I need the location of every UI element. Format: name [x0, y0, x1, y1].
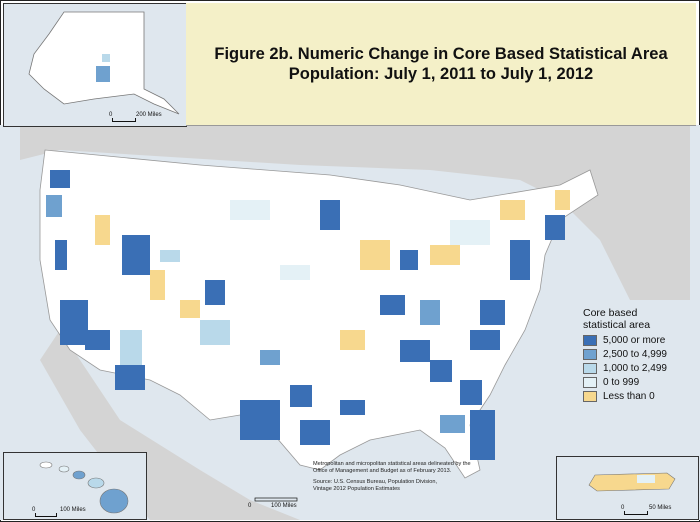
note-line3: Source: U.S. Census Bureau, Population D… — [313, 479, 438, 485]
area-patch — [500, 200, 525, 220]
conus-scalebar — [254, 497, 298, 502]
area-patch — [260, 350, 280, 365]
area-patch — [420, 300, 440, 325]
legend-swatch — [583, 335, 597, 346]
alaska-scalebar — [112, 118, 136, 122]
area-patch — [340, 330, 365, 350]
alaska-map — [28, 11, 180, 115]
hawaii-inset: 0 100 Miles — [3, 452, 147, 520]
note-line2: Office of Management and Budget as of Fe… — [313, 468, 452, 474]
alaska-scale-distance: 200 Miles — [136, 112, 162, 118]
hawaii-scalebar — [35, 513, 57, 517]
area-patch — [430, 360, 452, 382]
hawaii-map — [39, 461, 129, 514]
area-patch — [300, 420, 330, 445]
source-notes: Metropolitan and micropolitan statistica… — [313, 461, 558, 493]
legend-title-line2: statistical area — [583, 319, 651, 331]
legend-swatch — [583, 363, 597, 374]
pr-scale-distance: 50 Miles — [649, 505, 672, 511]
area-patch — [400, 340, 430, 362]
area-patch — [460, 380, 482, 405]
conus-scale-zero: 0 — [248, 503, 252, 509]
legend-title-line1: Core based — [583, 307, 638, 319]
legend-item: Less than 0 — [583, 390, 693, 403]
conus-scale-distance: 100 Miles — [271, 503, 297, 509]
area-patch — [200, 320, 230, 345]
area-patch — [160, 250, 180, 262]
area-patch — [637, 475, 655, 483]
area-patch — [510, 240, 530, 280]
note-line1: Metropolitan and micropolitan statistica… — [313, 461, 471, 467]
area-patch — [102, 54, 110, 62]
county-patches — [46, 170, 570, 460]
area-patch — [122, 235, 150, 275]
island — [58, 465, 70, 473]
area-patch — [430, 245, 460, 265]
area-patch — [360, 240, 390, 270]
area-patch — [230, 200, 270, 220]
legend-item: 1,000 to 2,499 — [583, 362, 693, 375]
legend-label: 2,500 to 4,999 — [603, 349, 667, 360]
area-patch — [150, 270, 165, 300]
area-patch — [115, 365, 145, 390]
island — [87, 477, 105, 489]
map-title-line2: Population: July 1, 2011 to July 1, 2012 — [288, 65, 594, 83]
area-patch — [320, 200, 340, 230]
area-patch — [450, 220, 490, 245]
pr-scale-zero: 0 — [621, 505, 625, 511]
area-patch — [96, 66, 110, 82]
puerto-rico-inset: 0 50 Miles — [556, 456, 699, 520]
canada-land — [20, 125, 690, 300]
area-patch — [470, 410, 495, 460]
hawaii-scale-zero: 0 — [32, 507, 36, 513]
area-patch — [85, 330, 110, 350]
area-patch — [205, 280, 225, 305]
mexico-land — [40, 330, 300, 520]
legend-label: Less than 0 — [603, 391, 655, 402]
pr-scalebar — [624, 511, 648, 515]
area-patch — [180, 300, 200, 318]
legend-items: 5,000 or more 2,500 to 4,999 1,000 to 2,49… — [583, 334, 693, 403]
area-patch — [46, 195, 62, 217]
island — [39, 461, 53, 469]
alaska-inset: 0 200 Miles — [3, 3, 187, 127]
puerto-rico-land — [588, 472, 676, 492]
area-patch — [340, 400, 365, 415]
alaska-scale-zero: 0 — [109, 112, 113, 118]
area-patch — [380, 295, 405, 315]
map-title-line1: Figure 2b. Numeric Change in Core Based … — [214, 45, 668, 63]
alaska-land — [28, 11, 180, 115]
legend-label: 0 to 999 — [603, 377, 640, 388]
area-patch — [545, 215, 565, 240]
area-patch — [470, 330, 500, 350]
note-line4: Vintage 2012 Population Estimates — [313, 486, 400, 492]
legend-swatch — [583, 349, 597, 360]
area-patch — [290, 385, 312, 407]
area-patch — [480, 300, 505, 325]
hawaii-scale-distance: 100 Miles — [60, 507, 86, 513]
area-patch — [440, 415, 465, 433]
title-box: Figure 2b. Numeric Change in Core Based … — [186, 3, 696, 126]
legend-item: 5,000 or more — [583, 334, 693, 347]
legend-swatch — [583, 391, 597, 402]
island — [99, 488, 129, 514]
area-patch — [95, 215, 110, 245]
area-patch — [240, 400, 280, 440]
area-patch — [555, 190, 570, 210]
area-patch — [55, 240, 67, 270]
legend-swatch — [583, 377, 597, 388]
area-patch — [60, 300, 88, 345]
area-patch — [400, 250, 418, 270]
island — [72, 470, 86, 480]
legend-item: 0 to 999 — [583, 376, 693, 389]
legend-item: 2,500 to 4,999 — [583, 348, 693, 361]
area-patch — [280, 265, 310, 280]
puerto-rico-map — [588, 472, 676, 492]
legend-label: 1,000 to 2,499 — [603, 363, 667, 374]
area-patch — [50, 170, 70, 188]
legend-label: 5,000 or more — [603, 335, 666, 346]
legend: Core based statistical area 5,000 or mor… — [583, 307, 693, 404]
